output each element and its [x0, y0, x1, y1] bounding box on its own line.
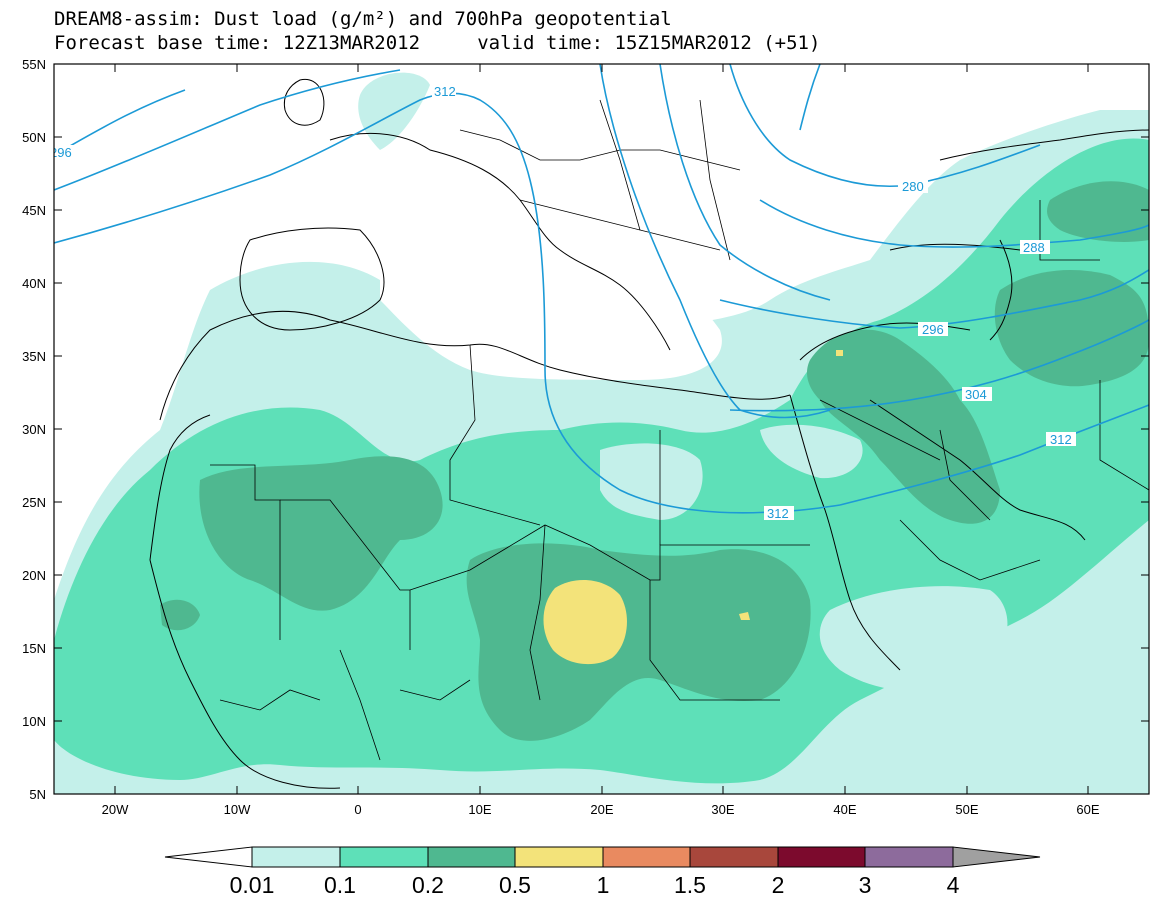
lon-label: 30E	[711, 802, 734, 817]
lon-label: 10E	[468, 802, 491, 817]
lat-label: 5N	[29, 787, 46, 802]
dust-region-max-chad	[543, 579, 627, 665]
latitude-labels: 55N 50N 45N 40N 35N 30N 25N 20N 15N 10N …	[22, 57, 46, 802]
colorbar-left-arrow	[164, 846, 253, 868]
contour-label: 288	[1023, 240, 1045, 255]
lon-label: 10W	[224, 802, 251, 817]
colorbar-tick-label: 2	[772, 872, 785, 898]
lon-label: 20W	[102, 802, 129, 817]
lat-label: 40N	[22, 276, 46, 291]
longitude-axis	[114, 64, 1089, 794]
lat-label: 15N	[22, 641, 46, 656]
map-title: DREAM8-assim: Dust load (g/m²) and 700hP…	[54, 8, 672, 30]
lat-label: 50N	[22, 130, 46, 145]
colorbar-tick-label: 1	[597, 872, 610, 898]
colorbar-labels: 0.01 0.1 0.2 0.5 1 1.5 2 3 4	[230, 872, 960, 898]
colorbar-segment	[777, 846, 866, 868]
colorbar-segment	[864, 846, 954, 868]
colorbar-segment	[427, 846, 516, 868]
latitude-axis	[54, 63, 1149, 795]
contour-label: 312	[1050, 432, 1072, 447]
colorbar-tick-label: 0.1	[324, 872, 356, 898]
colorbar-segment	[339, 846, 429, 868]
contour-labels: 312 296 280 288 296 304 312 312	[50, 84, 1076, 521]
dust-region-high-iran	[994, 270, 1149, 387]
dust-hole-low-2	[819, 586, 1008, 691]
dust-region-high-west	[199, 456, 443, 611]
dust-region-max-iraq	[836, 350, 843, 356]
colorbar-segment	[251, 846, 341, 868]
dust-region-high-caspian	[1047, 181, 1149, 242]
longitude-labels: 20W 10W 0 10E 20E 30E 40E 50E 60E	[102, 802, 1100, 817]
lon-label: 60E	[1076, 802, 1099, 817]
contour-label: 280	[902, 179, 924, 194]
contour-label: 312	[434, 84, 456, 99]
dust-region-max-sudan	[739, 612, 750, 620]
colorbar	[164, 846, 1041, 868]
colorbar-tick-label: 0.2	[412, 872, 444, 898]
lat-label: 10N	[22, 714, 46, 729]
contour-label: 312	[767, 506, 789, 521]
lon-label: 40E	[833, 802, 856, 817]
contour-label: 296	[50, 145, 72, 160]
colorbar-tick-label: 0.5	[499, 872, 531, 898]
lon-label: 20E	[590, 802, 613, 817]
lat-label: 20N	[22, 568, 46, 583]
lon-label: 50E	[955, 802, 978, 817]
colorbar-segment	[514, 846, 604, 868]
lat-label: 45N	[22, 203, 46, 218]
dust-region-high-mali	[160, 599, 200, 631]
lat-label: 55N	[22, 57, 46, 72]
colorbar-segment	[689, 846, 779, 868]
lon-label: 0	[354, 802, 361, 817]
lat-label: 25N	[22, 495, 46, 510]
colorbar-right-arrow	[952, 846, 1041, 868]
clear-region-med	[380, 256, 722, 380]
colorbar-tick-label: 0.01	[230, 872, 275, 898]
contour-label: 304	[965, 387, 987, 402]
dust-region-low-north	[358, 72, 430, 150]
lat-label: 35N	[22, 349, 46, 364]
colorbar-tick-label: 1.5	[674, 872, 706, 898]
colorbar-segment	[602, 846, 691, 868]
dust-hole-low-3	[760, 424, 863, 479]
lat-label: 30N	[22, 422, 46, 437]
dust-hole-low-1	[600, 443, 703, 520]
map-subtitle: Forecast base time: 12Z13MAR2012 valid t…	[54, 32, 821, 54]
colorbar-tick-label: 3	[859, 872, 872, 898]
colorbar-tick-label: 4	[947, 872, 960, 898]
country-borders	[210, 99, 1149, 761]
coastlines	[149, 78, 1149, 789]
map-plot-area: 312 296 280 288 296 304 312 312	[50, 64, 1149, 794]
contour-label: 296	[922, 322, 944, 337]
